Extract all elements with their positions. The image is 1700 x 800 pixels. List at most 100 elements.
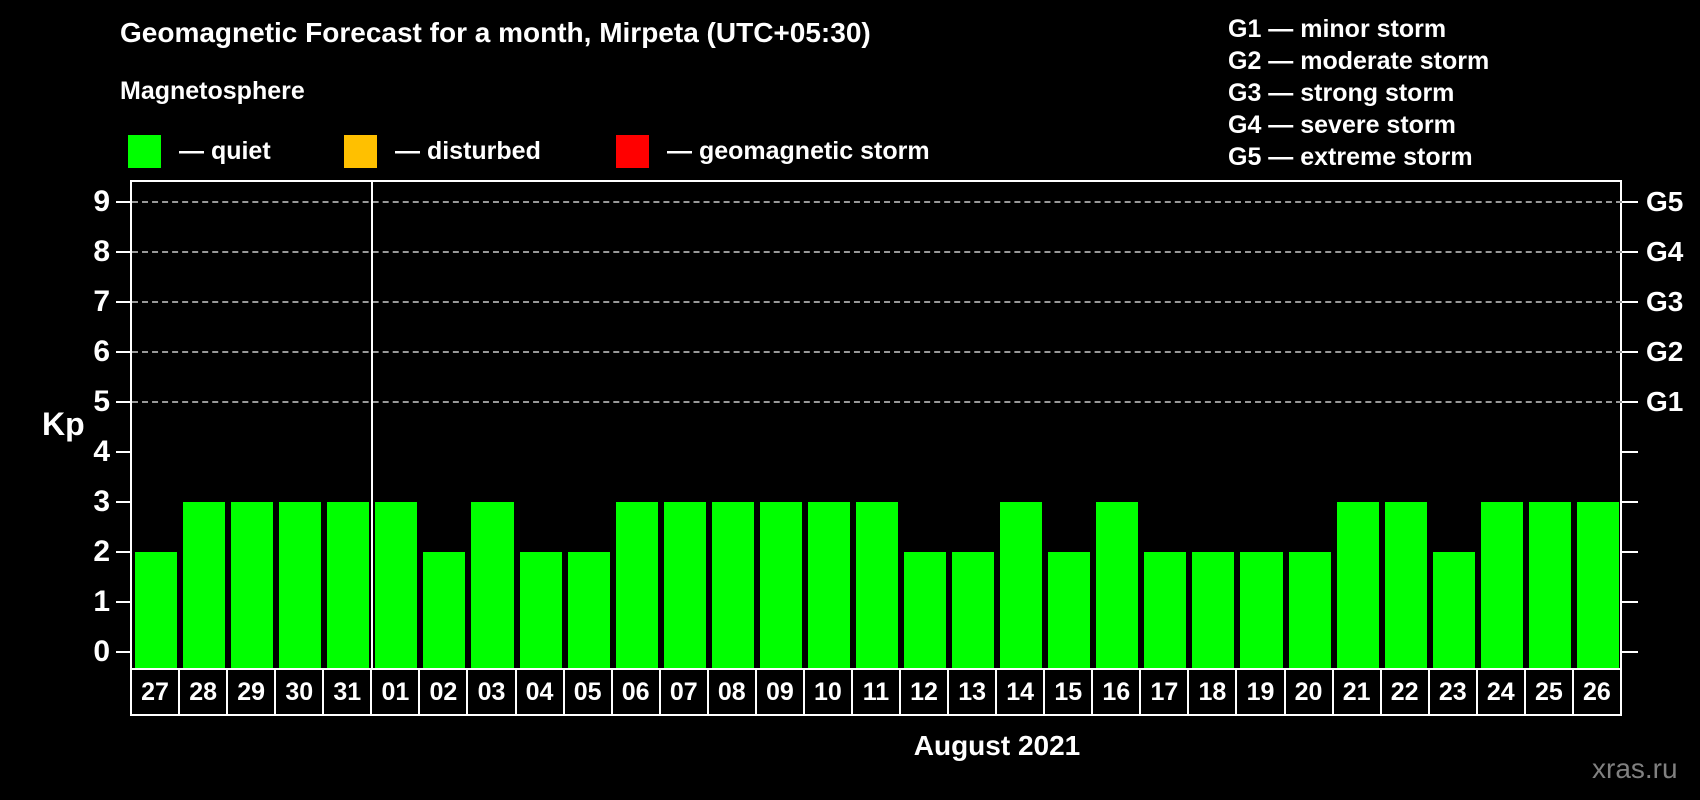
kp-bar-day-08 bbox=[711, 502, 754, 668]
kp-bar-day-15 bbox=[1048, 552, 1091, 668]
y-axis-tick-left bbox=[116, 301, 132, 303]
day-label-01: 01 bbox=[370, 670, 418, 714]
kp-bar-day-14 bbox=[1000, 502, 1043, 668]
kp-bar-day-03 bbox=[471, 502, 514, 668]
y-tick-label-4: 4 bbox=[93, 435, 110, 468]
y-axis-tick-right bbox=[1622, 201, 1638, 203]
kp-bar-day-11 bbox=[855, 502, 899, 668]
y-axis-tick-right bbox=[1622, 551, 1638, 553]
day-label-17: 17 bbox=[1139, 670, 1187, 714]
y-axis-title: Kp bbox=[42, 406, 85, 442]
g-axis-label-g5: G5 bbox=[1646, 186, 1684, 217]
y-axis-tick-right bbox=[1622, 601, 1638, 603]
day-label-29: 29 bbox=[226, 670, 274, 714]
watermark: xras.ru bbox=[1592, 753, 1678, 784]
y-axis-tick-left bbox=[116, 501, 132, 503]
day-label-27: 27 bbox=[141, 677, 169, 706]
y-axis-tick-right bbox=[1622, 451, 1638, 453]
g-axis-label-g2: G2 bbox=[1646, 336, 1684, 367]
day-label-28: 28 bbox=[178, 670, 226, 714]
y-axis-tick-left bbox=[116, 451, 132, 453]
day-label-05: 05 bbox=[562, 670, 611, 714]
g-scale-legend-line: G1 — minor storm bbox=[1228, 15, 1447, 43]
day-label-03: 03 bbox=[466, 670, 514, 714]
day-label-11: 11 bbox=[850, 670, 899, 714]
y-axis-tick-left bbox=[116, 651, 132, 653]
kp-bar-day-09 bbox=[759, 502, 802, 668]
y-axis-tick-right bbox=[1622, 251, 1638, 253]
y-tick-label-5: 5 bbox=[93, 385, 110, 418]
magnetosphere-label: Magnetosphere bbox=[120, 77, 305, 105]
kp-bar-day-26 bbox=[1576, 502, 1619, 668]
day-label-24: 24 bbox=[1475, 670, 1524, 714]
day-label-16: 16 bbox=[1091, 670, 1139, 714]
kp-bar-day-24 bbox=[1480, 502, 1523, 668]
day-label-30: 30 bbox=[274, 670, 322, 714]
kp-bar-day-25 bbox=[1528, 502, 1571, 668]
day-label-22: 22 bbox=[1379, 670, 1428, 714]
gridline-kp-6 bbox=[132, 351, 1622, 353]
kp-bar-day-27 bbox=[135, 552, 178, 668]
day-label-18: 18 bbox=[1187, 670, 1235, 714]
kp-bar-day-18 bbox=[1192, 552, 1235, 668]
y-tick-label-1: 1 bbox=[93, 585, 110, 618]
y-tick-label-3: 3 bbox=[93, 485, 110, 518]
kp-bar-day-01 bbox=[375, 502, 418, 668]
day-label-02: 02 bbox=[418, 670, 466, 714]
kp-bar-day-12 bbox=[904, 552, 947, 668]
disturbed-swatch-icon bbox=[344, 134, 377, 168]
kp-bar-day-31 bbox=[327, 502, 370, 668]
kp-bar-day-16 bbox=[1096, 502, 1139, 668]
legend-item-disturbed: — disturbed bbox=[344, 134, 541, 168]
g-axis-label-g4: G4 bbox=[1646, 236, 1684, 267]
y-axis-tick-left bbox=[116, 251, 132, 253]
kp-bar-day-20 bbox=[1288, 552, 1331, 668]
g-scale-legend-line: G2 — moderate storm bbox=[1228, 47, 1490, 75]
y-tick-label-2: 2 bbox=[93, 535, 110, 568]
kp-bar-day-19 bbox=[1240, 552, 1283, 668]
kp-bar-day-17 bbox=[1144, 552, 1187, 668]
legend-label: — disturbed bbox=[395, 136, 541, 165]
day-label-20: 20 bbox=[1283, 670, 1332, 714]
day-label-12: 12 bbox=[899, 670, 947, 714]
y-axis-tick-right bbox=[1622, 651, 1638, 653]
y-tick-label-8: 8 bbox=[93, 235, 110, 268]
day-label-23: 23 bbox=[1427, 670, 1476, 714]
x-axis-day-labels: 27 28 29 30 31 01 02 03 04 05 06 07 08 09 10 11 12 13 14 15… bbox=[130, 668, 1622, 716]
y-axis-tick-left bbox=[116, 401, 132, 403]
day-label-26: 26 bbox=[1571, 670, 1620, 714]
y-tick-label-0: 0 bbox=[93, 635, 110, 668]
day-label-13: 13 bbox=[947, 670, 995, 714]
gridline-kp-5 bbox=[132, 401, 1622, 403]
g-scale-legend: G1 — minor storm G2 — moderate storm G3 — … bbox=[1228, 13, 1489, 173]
plot-area bbox=[130, 180, 1622, 668]
legend-label: — geomagnetic storm bbox=[667, 136, 930, 165]
kp-bar-day-13 bbox=[952, 552, 995, 668]
day-label-19: 19 bbox=[1235, 670, 1283, 714]
kp-bar-day-07 bbox=[663, 502, 706, 668]
legend-label: — quiet bbox=[179, 136, 271, 165]
day-label-06: 06 bbox=[610, 670, 659, 714]
gridline-kp-9 bbox=[132, 201, 1622, 203]
g-axis-label-g1: G1 bbox=[1646, 386, 1684, 417]
kp-bar-day-04 bbox=[519, 552, 562, 668]
g-axis-label-g3: G3 bbox=[1646, 286, 1684, 317]
y-axis-tick-right bbox=[1622, 401, 1638, 403]
kp-bar-day-02 bbox=[423, 552, 466, 668]
kp-bar-day-10 bbox=[807, 502, 850, 668]
g-scale-legend-line: G5 — extreme storm bbox=[1228, 143, 1473, 171]
day-label-09: 09 bbox=[754, 670, 803, 714]
day-label-14: 14 bbox=[995, 670, 1043, 714]
x-axis-title: August 2021 bbox=[913, 730, 1081, 761]
y-axis-tick-left bbox=[116, 201, 132, 203]
y-axis-tick-left bbox=[116, 601, 132, 603]
y-axis-tick-right bbox=[1622, 301, 1638, 303]
gridline-kp-8 bbox=[132, 251, 1622, 253]
day-label-21: 21 bbox=[1331, 670, 1380, 714]
legend-item-quiet: — quiet bbox=[128, 134, 271, 168]
kp-bar-day-28 bbox=[183, 502, 226, 668]
kp-bar-day-30 bbox=[279, 502, 322, 668]
kp-bar-day-23 bbox=[1432, 552, 1475, 668]
g-scale-legend-line: G3 — strong storm bbox=[1228, 79, 1455, 107]
